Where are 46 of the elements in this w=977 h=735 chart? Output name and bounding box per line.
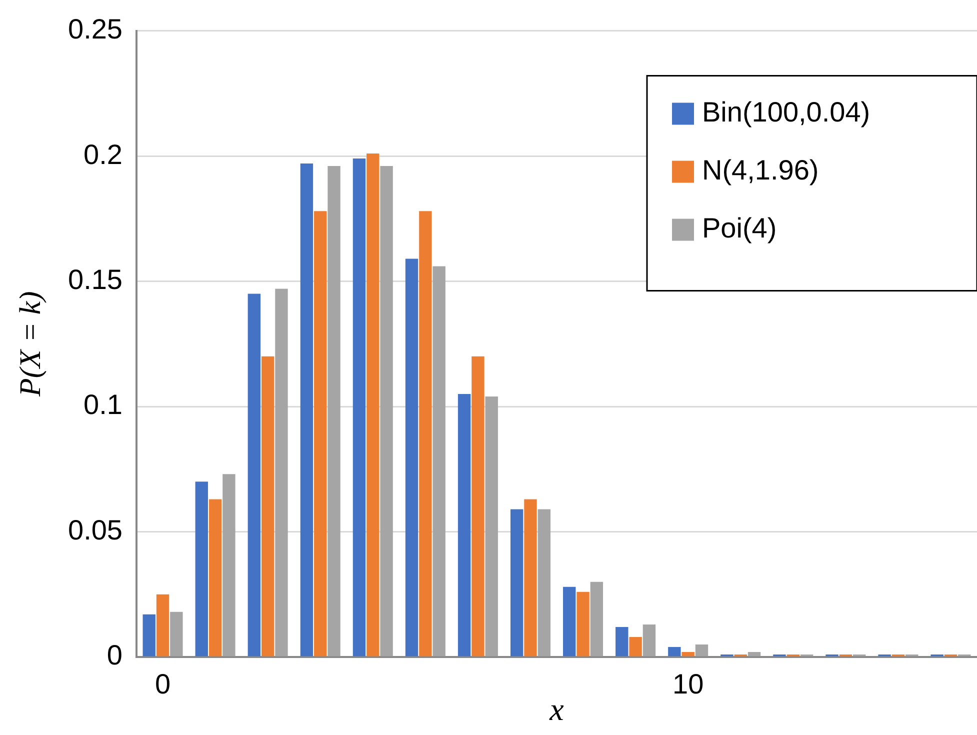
bar xyxy=(668,646,681,656)
y-axis-title: P(X = k) xyxy=(14,291,47,398)
bar xyxy=(629,636,642,656)
bar xyxy=(419,211,432,656)
bar xyxy=(563,586,576,656)
bar xyxy=(328,166,340,656)
bar xyxy=(524,499,537,656)
bar xyxy=(432,266,446,656)
bar xyxy=(300,164,314,656)
bar xyxy=(142,614,156,656)
x-axis-title: x xyxy=(548,691,564,728)
bar xyxy=(314,211,327,656)
y-tick-label: 0.05 xyxy=(68,514,122,546)
bar xyxy=(222,474,236,656)
legend-label: Poi(4) xyxy=(702,212,777,244)
bar xyxy=(352,158,366,656)
x-tick-label: 10 xyxy=(672,668,704,700)
bar xyxy=(576,592,590,656)
bar xyxy=(366,154,380,656)
bar xyxy=(195,482,208,656)
y-tick-label: 0 xyxy=(106,640,122,671)
legend-label: Bin(100,0.04) xyxy=(702,96,870,128)
bar xyxy=(170,612,183,656)
y-tick-label: 0.2 xyxy=(84,138,122,170)
bar xyxy=(510,509,524,656)
y-tick-label: 0.15 xyxy=(68,264,122,295)
bar xyxy=(538,509,550,656)
bar xyxy=(485,396,498,656)
bar xyxy=(472,356,484,656)
y-tick-label: 0.1 xyxy=(84,389,122,420)
bar xyxy=(405,258,418,656)
bar xyxy=(695,644,708,656)
bar xyxy=(642,624,656,656)
bar xyxy=(458,394,471,656)
legend-label: N(4,1.96) xyxy=(702,154,819,186)
bar xyxy=(275,288,288,656)
bar xyxy=(380,166,393,656)
y-tick-label: 0.25 xyxy=(68,14,122,45)
bar xyxy=(208,499,222,656)
bar xyxy=(590,582,604,656)
bar xyxy=(748,652,761,656)
bar xyxy=(682,652,694,656)
bar xyxy=(261,356,274,656)
bar xyxy=(156,594,170,656)
bar xyxy=(616,626,628,656)
bar xyxy=(248,294,261,656)
